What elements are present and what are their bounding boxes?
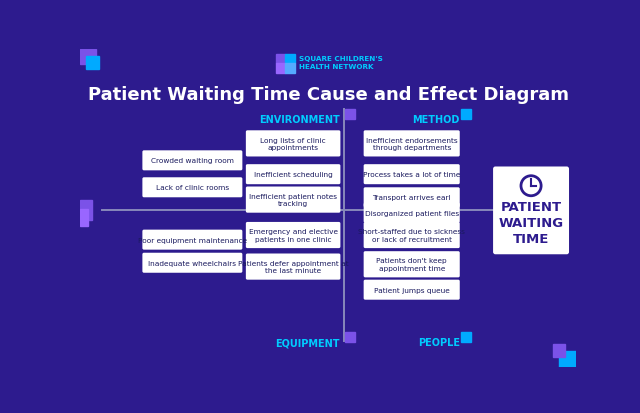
Bar	[80, 209, 88, 226]
FancyBboxPatch shape	[246, 187, 340, 213]
Text: Inefficient patient notes
tracking: Inefficient patient notes tracking	[249, 193, 337, 207]
Bar	[345, 109, 355, 119]
Bar	[461, 109, 472, 119]
FancyBboxPatch shape	[364, 131, 460, 157]
FancyBboxPatch shape	[364, 188, 460, 208]
Bar	[276, 55, 285, 64]
FancyBboxPatch shape	[246, 222, 340, 249]
Text: Long lists of clinic
appointments: Long lists of clinic appointments	[260, 137, 326, 151]
Text: Crowded waiting room: Crowded waiting room	[151, 158, 234, 164]
Text: Patients don't keep
appointment time: Patients don't keep appointment time	[376, 258, 447, 271]
Text: PEOPLE: PEOPLE	[418, 337, 460, 348]
Text: SQUARE CHILDREN'S
HEALTH NETWORK: SQUARE CHILDREN'S HEALTH NETWORK	[298, 56, 383, 70]
Bar	[285, 64, 294, 74]
FancyBboxPatch shape	[246, 131, 340, 157]
FancyBboxPatch shape	[364, 203, 460, 223]
Text: Patient Waiting Time Cause and Effect Diagram: Patient Waiting Time Cause and Effect Di…	[88, 85, 568, 104]
Text: Inefficient endorsements
through departments: Inefficient endorsements through departm…	[366, 137, 458, 151]
Bar	[553, 344, 565, 357]
Bar	[80, 200, 92, 220]
Text: Inadequate wheelchairs: Inadequate wheelchairs	[148, 260, 236, 266]
Text: METHOD: METHOD	[412, 115, 460, 125]
Text: Poor equipment maintenance: Poor equipment maintenance	[138, 237, 247, 243]
Bar	[559, 351, 576, 368]
FancyBboxPatch shape	[364, 165, 460, 185]
Bar	[285, 55, 294, 64]
Text: Inefficient scheduling: Inefficient scheduling	[253, 172, 333, 178]
FancyBboxPatch shape	[364, 252, 460, 278]
Bar	[80, 50, 95, 65]
Text: Transport arrives earl: Transport arrives earl	[372, 195, 451, 201]
FancyBboxPatch shape	[142, 151, 243, 171]
Text: Patient jumps queue: Patient jumps queue	[374, 287, 449, 293]
Bar	[276, 64, 285, 74]
Bar	[461, 332, 472, 342]
Text: Process takes a lot of time: Process takes a lot of time	[363, 172, 460, 178]
Bar	[86, 57, 99, 69]
FancyBboxPatch shape	[493, 167, 569, 255]
FancyBboxPatch shape	[246, 254, 340, 280]
Text: Emergency and elective
patients in one clinic: Emergency and elective patients in one c…	[248, 228, 338, 242]
Text: PATIENT
WAITING
TIME: PATIENT WAITING TIME	[499, 200, 564, 245]
Text: Patients defer appointment at
the last minute: Patients defer appointment at the last m…	[238, 260, 348, 274]
Text: EQUIPMENT: EQUIPMENT	[275, 337, 340, 348]
FancyBboxPatch shape	[142, 253, 243, 273]
FancyBboxPatch shape	[246, 165, 340, 185]
Text: Disorganized patient files: Disorganized patient files	[365, 210, 459, 216]
FancyBboxPatch shape	[364, 280, 460, 300]
FancyBboxPatch shape	[142, 230, 243, 250]
Text: Short-staffed due to sickness
or lack of recruitment: Short-staffed due to sickness or lack of…	[358, 228, 465, 242]
Text: Lack of clinic rooms: Lack of clinic rooms	[156, 185, 229, 191]
Bar	[345, 332, 355, 342]
Text: ENVIRONMENT: ENVIRONMENT	[259, 115, 340, 125]
FancyBboxPatch shape	[364, 222, 460, 249]
FancyBboxPatch shape	[142, 178, 243, 198]
